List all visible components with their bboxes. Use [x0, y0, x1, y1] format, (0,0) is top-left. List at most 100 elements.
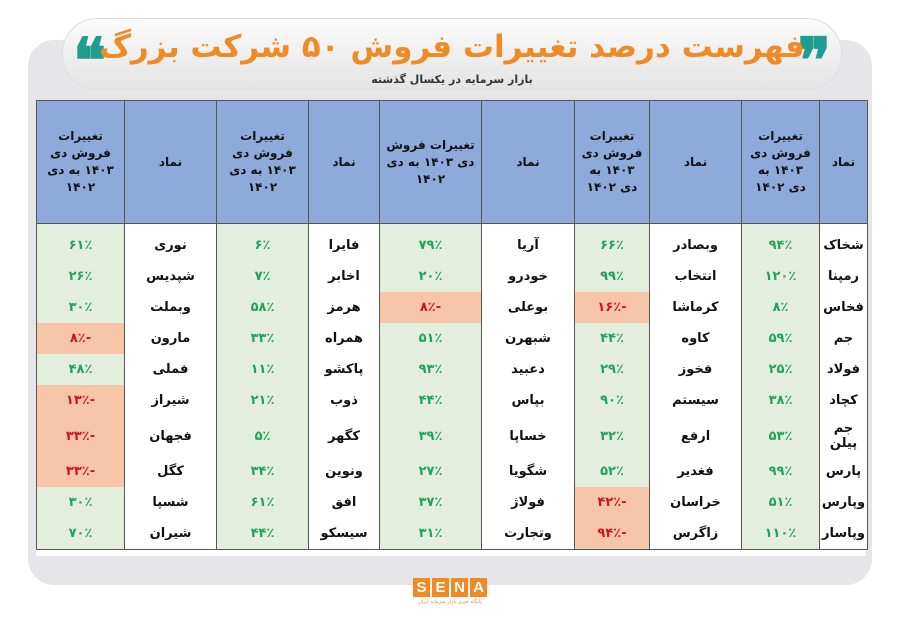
change-cell: -۱۳٪ [36, 385, 125, 416]
symbol-cell: جم [819, 323, 868, 354]
change-cell: ۳۰٪ [36, 292, 125, 323]
symbol-cell: وپاسار [819, 518, 868, 550]
change-cell: -۱۶٪ [574, 292, 650, 323]
symbol-cell: جم پیلن [819, 416, 868, 456]
symbol-cell: فغدیر [649, 456, 742, 487]
page-subtitle: بازار سرمایه در یکسال گذشته [371, 73, 533, 86]
table-row: فولاد ۲۵٪ فخوز ۲۹٪ دعبید ۹۳٪ پاکشو ۱۱٪ فملی ۴۸٪ [36, 354, 868, 385]
change-cell: ۳۰٪ [36, 487, 125, 518]
symbol-cell: وبملت [124, 292, 217, 323]
change-cell: ۳۷٪ [379, 487, 482, 518]
symbol-cell: شسپا [124, 487, 217, 518]
change-cell: ۱۱٪ [216, 354, 309, 385]
table-row: شخاک ۹۴٪ وبصادر ۶۶٪ آریا ۷۹٪ فایرا ۶٪ نوری ۶۱٪ [36, 223, 868, 261]
symbol-cell: کگل [124, 456, 217, 487]
symbol-cell: کچاد [819, 385, 868, 416]
symbol-cell: خراسان [649, 487, 742, 518]
logo-letter: A [470, 578, 487, 597]
change-cell: ۴۴٪ [379, 385, 482, 416]
symbol-cell: افق [308, 487, 380, 518]
change-cell: ۵۲٪ [574, 456, 650, 487]
table-row: پارس ۹۹٪ فغدیر ۵۲٪ شگویا ۲۷٪ ونوین ۳۴٪ کگل -۳۳٪ [36, 456, 868, 487]
symbol-cell: پاکشو [308, 354, 380, 385]
change-cell: ۳۸٪ [741, 385, 820, 416]
symbol-cell: فولاژ [481, 487, 575, 518]
change-cell: ۱۱۰٪ [741, 518, 820, 550]
symbol-cell: وبصادر [649, 223, 742, 261]
symbol-cell: همراه [308, 323, 380, 354]
change-cell: -۹۴٪ [574, 518, 650, 550]
symbol-header: نماد [819, 100, 868, 224]
symbol-cell: اخابر [308, 261, 380, 292]
symbol-cell: ونوین [308, 456, 380, 487]
change-header: تغییرات فروش دی ۱۴۰۳ به دی ۱۴۰۲ [36, 100, 125, 224]
change-cell: ۳۹٪ [379, 416, 482, 456]
logo-tagline: پایگاه خبری بازار سرمایه ایران [418, 599, 482, 605]
change-cell: ۹۴٪ [741, 223, 820, 261]
quote-open-icon: ❞ [797, 24, 831, 97]
symbol-header: نماد [308, 100, 380, 224]
symbol-cell: فخاس [819, 292, 868, 323]
change-cell: ۳۲٪ [574, 416, 650, 456]
change-cell: -۳۳٪ [36, 416, 125, 456]
symbol-cell: زاگرس [649, 518, 742, 550]
table-row: جم ۵۹٪ کاوه ۴۴٪ شبهرن ۵۱٪ همراه ۳۳٪ مارون -۸٪ [36, 323, 868, 354]
change-cell: ۹۹٪ [574, 261, 650, 292]
symbol-cell: فایرا [308, 223, 380, 261]
change-cell: ۲۷٪ [379, 456, 482, 487]
change-cell: ۵٪ [216, 416, 309, 456]
change-cell: ۲۹٪ [574, 354, 650, 385]
logo-letter: N [451, 578, 468, 597]
symbol-header: نماد [481, 100, 575, 224]
change-cell: ۵۱٪ [379, 323, 482, 354]
symbol-cell: دعبید [481, 354, 575, 385]
symbol-cell: کاوه [649, 323, 742, 354]
table-row: وپارس ۵۱٪ خراسان -۴۲٪ فولاژ ۳۷٪ افق ۶۱٪ شسپا ۳۰٪ [36, 487, 868, 518]
change-cell: ۶۱٪ [216, 487, 309, 518]
change-cell: ۳۴٪ [216, 456, 309, 487]
change-cell: ۵۹٪ [741, 323, 820, 354]
change-cell: -۸٪ [36, 323, 125, 354]
change-header: تغییرات فروش دی ۱۴۰۳ به دی ۱۴۰۲ [216, 100, 309, 224]
change-header: تغییرات فروش دی ۱۴۰۳ به دی ۱۴۰۲ [574, 100, 650, 224]
change-cell: ۷۹٪ [379, 223, 482, 261]
symbol-cell: وتجارت [481, 518, 575, 550]
change-cell: ۲۵٪ [741, 354, 820, 385]
change-cell: ۵۸٪ [216, 292, 309, 323]
symbol-cell: فملی [124, 354, 217, 385]
change-header: تغییرات فروش دی ۱۴۰۳ به دی ۱۴۰۲ [741, 100, 820, 224]
change-cell: ۲۰٪ [379, 261, 482, 292]
table-header-row: نماد تغییرات فروش دی ۱۴۰۳ به دی ۱۴۰۲ نماد ت… [36, 100, 868, 224]
change-cell: ۳۱٪ [379, 518, 482, 550]
table-row: جم پیلن ۵۳٪ ارفع ۳۲٪ خساپا ۳۹٪ کگهر ۵٪ فجهان -۳۳٪ [36, 416, 868, 456]
symbol-cell: شپدیس [124, 261, 217, 292]
change-cell: ۱۲۰٪ [741, 261, 820, 292]
change-cell: -۳۳٪ [36, 456, 125, 487]
change-cell: ۹۳٪ [379, 354, 482, 385]
symbol-cell: وپارس [819, 487, 868, 518]
change-header: تغییرات فروش دی ۱۴۰۳ به دی ۱۴۰۲ [379, 100, 482, 224]
symbol-cell: کرماشا [649, 292, 742, 323]
change-cell: ۳۳٪ [216, 323, 309, 354]
symbol-cell: شگویا [481, 456, 575, 487]
symbol-cell: شخاک [819, 223, 868, 261]
change-cell: ۲۶٪ [36, 261, 125, 292]
table-row: کچاد ۳۸٪ سیستم ۹۰٪ بپاس ۴۴٪ ذوب ۲۱٪ شیراز -۱۳٪ [36, 385, 868, 416]
change-cell: ۷٪ [216, 261, 309, 292]
symbol-cell: سیسکو [308, 518, 380, 550]
symbol-cell: شیران [124, 518, 217, 550]
title-banner: ❞ ❝ فهرست درصد تغییرات فروش ۵۰ شرکت بزرگ… [62, 18, 842, 97]
change-cell: -۴۲٪ [574, 487, 650, 518]
change-cell: ۸٪ [741, 292, 820, 323]
change-cell: ۶٪ [216, 223, 309, 261]
symbol-cell: سیستم [649, 385, 742, 416]
symbol-cell: ارفع [649, 416, 742, 456]
change-cell: ۲۱٪ [216, 385, 309, 416]
symbol-cell: ذوب [308, 385, 380, 416]
page-title: فهرست درصد تغییرات فروش ۵۰ شرکت بزرگ [99, 29, 805, 65]
change-cell: -۸٪ [379, 292, 482, 323]
change-cell: ۵۳٪ [741, 416, 820, 456]
symbol-header: نماد [649, 100, 742, 224]
change-cell: ۹۹٪ [741, 456, 820, 487]
symbol-cell: انتخاب [649, 261, 742, 292]
